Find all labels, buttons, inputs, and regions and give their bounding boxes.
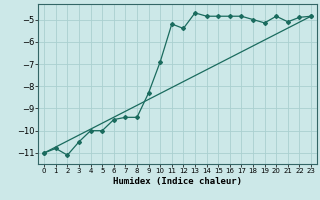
X-axis label: Humidex (Indice chaleur): Humidex (Indice chaleur) [113, 177, 242, 186]
